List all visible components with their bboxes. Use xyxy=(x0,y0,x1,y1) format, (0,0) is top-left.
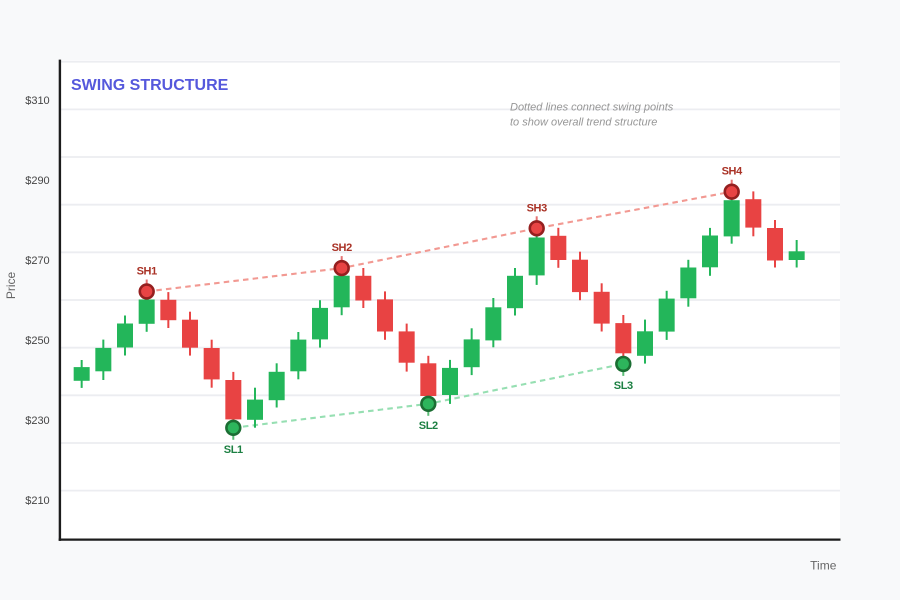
svg-text:Time: Time xyxy=(810,559,837,573)
svg-text:SH1: SH1 xyxy=(137,266,157,278)
svg-text:$270: $270 xyxy=(25,255,49,267)
svg-text:$290: $290 xyxy=(25,175,49,187)
svg-text:$210: $210 xyxy=(25,495,49,507)
svg-text:Dotted lines connect swing poi: Dotted lines connect swing points xyxy=(510,101,674,113)
svg-text:to show overall trend structur: to show overall trend structure xyxy=(510,117,657,129)
svg-text:SL3: SL3 xyxy=(614,380,633,392)
svg-text:$310: $310 xyxy=(25,95,49,107)
svg-text:$230: $230 xyxy=(25,415,49,427)
svg-text:Price: Price xyxy=(4,272,18,300)
svg-text:SWING STRUCTURE: SWING STRUCTURE xyxy=(71,77,229,94)
svg-text:SH4: SH4 xyxy=(722,166,743,178)
svg-text:SL2: SL2 xyxy=(419,420,438,432)
svg-text:SH2: SH2 xyxy=(332,242,352,254)
svg-text:SL1: SL1 xyxy=(224,444,243,456)
svg-text:SH3: SH3 xyxy=(527,202,547,214)
svg-text:$250: $250 xyxy=(25,335,49,347)
